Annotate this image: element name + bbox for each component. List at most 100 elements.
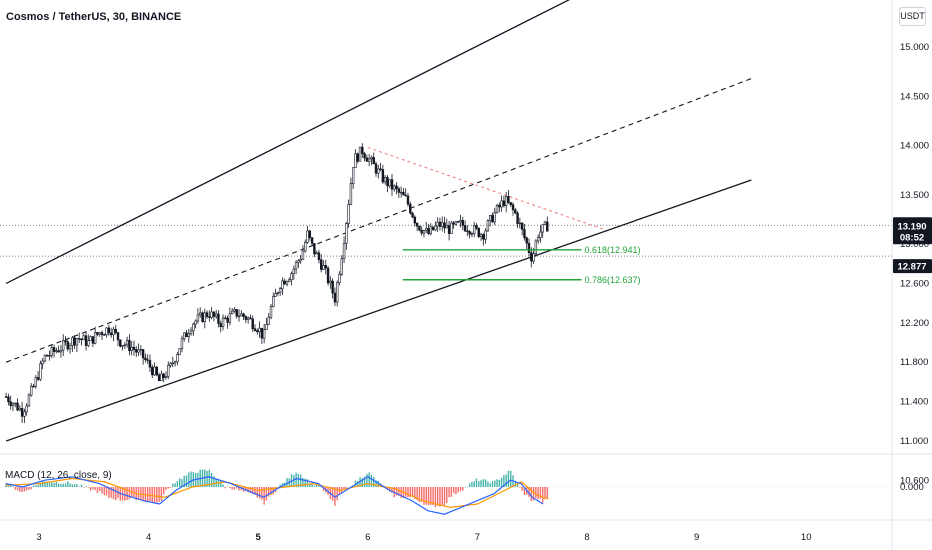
candle-body <box>301 250 305 260</box>
macd-histogram-bar <box>128 487 131 500</box>
candle-body <box>475 225 478 229</box>
macd-histogram-bar <box>146 487 149 502</box>
candle-body <box>237 315 241 318</box>
price-tick-label: 13.500 <box>900 190 929 201</box>
price-tick-label: 11.000 <box>900 436 928 447</box>
macd-histogram-bar <box>108 487 110 498</box>
candle-body <box>349 183 353 205</box>
macd-histogram-bar <box>375 480 377 487</box>
macd-histogram-bar <box>73 484 76 487</box>
candle-body <box>157 374 161 382</box>
macd-histogram-bar <box>245 487 247 492</box>
macd-histogram-bar <box>516 483 519 487</box>
candle-body <box>388 179 391 187</box>
candle-body <box>114 328 117 333</box>
macd-histogram-bar <box>539 487 542 499</box>
candle-body <box>276 292 280 294</box>
macd-histogram-bar <box>268 487 270 497</box>
candle-body <box>151 366 154 376</box>
macd-histogram-bar <box>482 479 485 487</box>
currency-unit-badge[interactable]: USDT <box>899 7 926 26</box>
candle-body <box>288 279 291 282</box>
macd-histogram-bar <box>347 486 350 488</box>
candle-body <box>203 312 206 322</box>
macd-histogram-bar <box>25 487 28 491</box>
candle-body <box>377 168 380 174</box>
candle-body <box>32 385 35 388</box>
candle-body <box>310 237 314 244</box>
macd-histogram-bar <box>110 487 112 498</box>
candle-body <box>420 229 423 234</box>
macd-histogram-bar <box>137 487 140 499</box>
macd-histogram-bar <box>311 482 313 487</box>
candle-body <box>230 310 234 315</box>
candle-body <box>224 317 227 320</box>
candle-body <box>390 179 394 190</box>
candle-body <box>196 314 200 322</box>
candle-body <box>48 355 51 357</box>
candle-body <box>265 324 268 330</box>
macd-histogram-bar <box>48 482 51 487</box>
macd-histogram-bar <box>491 481 494 487</box>
candle-body <box>171 362 175 365</box>
macd-histogram-bar <box>124 487 126 501</box>
candle-body <box>9 401 12 407</box>
candle-body <box>267 316 270 325</box>
candle-body <box>16 402 19 411</box>
candle-body <box>235 309 238 317</box>
macd-histogram-bar <box>208 469 211 487</box>
macd-histogram-bar <box>265 487 268 501</box>
macd-histogram-bar <box>489 483 491 487</box>
candle-body <box>336 282 339 303</box>
candle-body <box>249 317 252 320</box>
candle-body <box>208 316 211 318</box>
macd-histogram-bar <box>32 485 35 487</box>
macd-histogram-bar <box>487 481 489 487</box>
candle-body <box>135 349 138 353</box>
candle-body <box>258 327 261 333</box>
candle-body <box>438 221 442 227</box>
macd-histogram-bar <box>286 478 288 487</box>
time-tick-label: 8 <box>584 532 589 543</box>
macd-histogram-bar <box>395 487 398 496</box>
candle-body <box>107 327 111 334</box>
candle-body <box>100 332 104 335</box>
macd-histogram-bar <box>446 487 448 504</box>
macd-histogram-bar <box>457 487 459 493</box>
candle-body <box>379 168 382 171</box>
candle-body <box>514 209 517 214</box>
candle-body <box>486 220 490 232</box>
macd-indicator-label[interactable]: MACD (12, 26, close, 9) <box>5 470 112 481</box>
macd-histogram-bar <box>87 487 90 488</box>
candle-body <box>144 357 147 361</box>
candle-body <box>534 240 538 255</box>
candle-body <box>445 225 449 229</box>
candle-body <box>75 338 79 346</box>
candle-body <box>541 224 544 233</box>
price-tick-label: 14.000 <box>900 141 929 152</box>
candle-body <box>333 292 337 303</box>
candle-body <box>459 220 462 223</box>
macd-histogram-bar <box>443 487 446 507</box>
candle-body <box>228 313 232 323</box>
candle-body <box>338 273 341 284</box>
candle-body <box>511 204 515 211</box>
candle-body <box>96 332 99 335</box>
macd-histogram-bar <box>468 483 471 487</box>
macd-histogram-bar <box>190 471 192 487</box>
candle-body <box>329 280 332 284</box>
candle-body <box>525 237 528 244</box>
macd-histogram-bar <box>279 484 281 487</box>
candle-body <box>498 204 501 208</box>
candle-body <box>367 158 371 162</box>
macd-histogram-bar <box>181 479 183 487</box>
macd-histogram-bar <box>222 484 224 487</box>
macd-histogram-bar <box>366 473 368 487</box>
macd-histogram-bar <box>96 487 99 493</box>
candle-body <box>532 253 535 262</box>
macd-histogram-bar <box>64 483 67 487</box>
candle-body <box>411 212 414 218</box>
candle-body <box>500 200 503 208</box>
candle-body <box>164 376 168 378</box>
